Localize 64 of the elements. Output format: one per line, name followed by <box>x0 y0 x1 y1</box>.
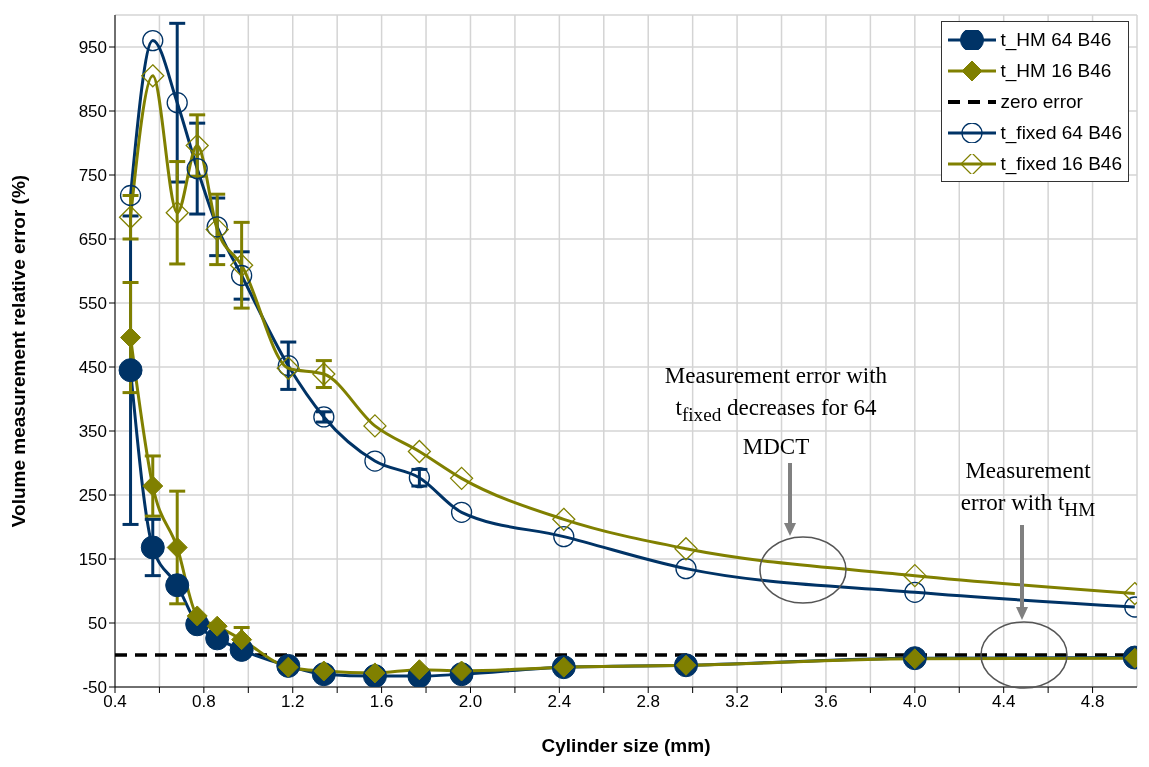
y-axis-title: Volume measurement relative error (%) <box>7 174 29 528</box>
annotation: Measurement error with t$_{fixed}$ decreases for 64 MDCT <box>664 363 888 459</box>
point <box>363 414 387 438</box>
point <box>407 439 432 464</box>
x-tick-label: 1.6 <box>369 692 394 712</box>
point <box>231 629 253 651</box>
point <box>903 563 927 588</box>
point <box>553 525 575 548</box>
x-tick-label: 4.0 <box>903 692 927 712</box>
point <box>552 507 576 531</box>
point <box>120 327 142 349</box>
legend-label: t_fixed 64 B46 <box>1000 121 1122 146</box>
y-tick-label: 50 <box>88 614 107 634</box>
x-tick-label: 1.2 <box>280 692 305 712</box>
x-tick-label: 0.4 <box>103 692 127 712</box>
point <box>185 133 209 158</box>
x-tick-label: 2.8 <box>636 692 661 712</box>
y-tick-label: 350 <box>78 422 107 442</box>
point <box>142 29 164 52</box>
x-tick-label: 2.0 <box>458 692 483 712</box>
x-axis-title: Cylinder size (mm) <box>541 735 711 756</box>
point <box>206 615 228 637</box>
y-tick-label: 950 <box>78 38 107 58</box>
x-tick-label: 3.6 <box>814 692 838 712</box>
x-tick-label: 3.2 <box>725 692 749 712</box>
point <box>449 466 474 491</box>
x-tick-label: 2.4 <box>547 692 572 712</box>
point <box>904 581 926 603</box>
y-tick-label: 550 <box>78 294 107 314</box>
y-tick-label: 750 <box>78 166 107 186</box>
point <box>186 605 208 627</box>
legend-label: zero error <box>1000 90 1083 114</box>
y-tick-label: 850 <box>78 102 107 122</box>
x-tick-label: 0.8 <box>192 692 216 712</box>
point <box>408 659 430 681</box>
point <box>142 475 164 497</box>
x-tick-label: 4.4 <box>991 692 1016 712</box>
point <box>166 92 188 114</box>
legend-label: t_HM 64 B46 <box>1000 28 1112 53</box>
point <box>119 184 142 207</box>
y-tick-label: 250 <box>78 486 107 506</box>
point <box>675 557 697 580</box>
legend-label: t_HM 16 B46 <box>1000 59 1112 84</box>
point <box>140 535 165 560</box>
point <box>364 450 386 472</box>
point <box>165 573 190 598</box>
point <box>229 253 254 277</box>
y-tick-label: 450 <box>78 358 107 378</box>
point <box>451 660 473 682</box>
point <box>230 264 253 287</box>
point <box>186 157 208 180</box>
y-tick-label: 650 <box>78 230 107 250</box>
point <box>450 501 473 523</box>
point <box>118 358 143 383</box>
point <box>165 201 189 225</box>
annotation: Measurement error with t$_{HM}$ <box>960 458 1096 520</box>
point <box>118 205 143 229</box>
point <box>313 660 335 682</box>
y-tick-label: 150 <box>78 550 107 570</box>
x-tick-label: 4.8 <box>1080 692 1105 712</box>
point <box>674 537 698 561</box>
point <box>166 536 188 558</box>
point <box>141 64 165 88</box>
legend-label: t_fixed 16 B46 <box>1000 152 1122 177</box>
